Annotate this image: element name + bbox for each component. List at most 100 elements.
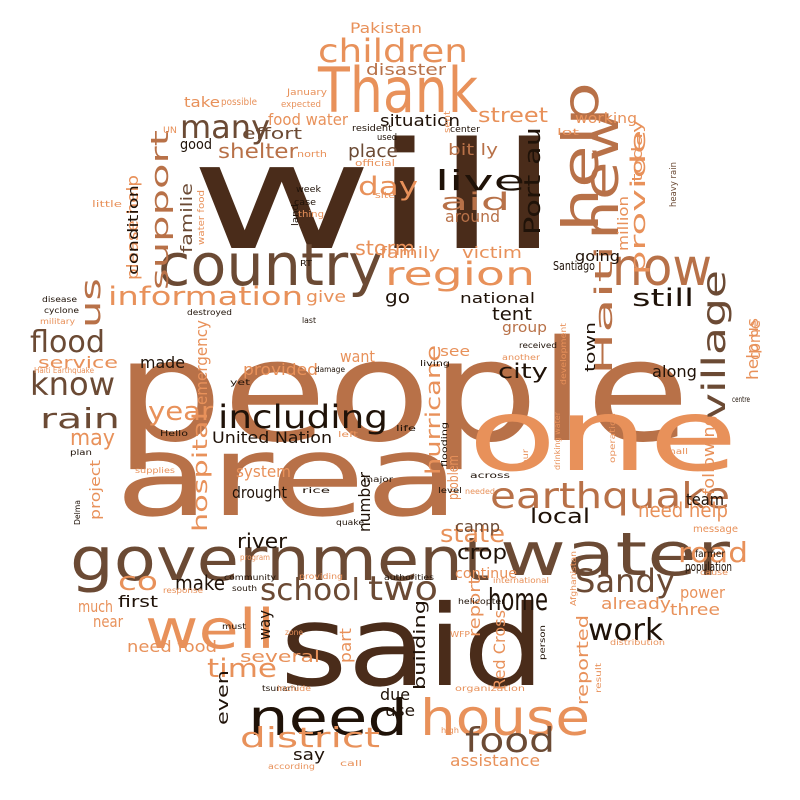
word-food: food [465,721,555,761]
word-santiago: Santiago [553,259,595,273]
word-thank: Thank [317,54,478,127]
word-water-food: water food [197,190,207,245]
word-red-cross: Red Cross [490,610,509,690]
word-street: street [478,103,548,127]
word-village: village [695,270,733,420]
word-heavy-rain: heavy rain [669,162,679,207]
word-official: official [355,159,395,169]
word-report: report [465,577,484,637]
word-cause: cause [700,568,728,577]
word-quake: quake [336,518,364,527]
word-situation: situation [380,111,460,130]
word-said: said [280,582,545,712]
word-last: last [302,316,316,325]
word-people: people [115,311,690,474]
word-message: message [693,524,738,535]
word-region: region [385,255,535,293]
word-authorities: authorities [384,573,434,582]
word-three: three [670,600,720,619]
word-still: still [632,284,694,312]
word-project: project [88,459,104,520]
word-un: UN [163,126,177,136]
word-expected: expected [281,100,321,110]
word-children: children [318,32,468,70]
word-much: much [78,597,113,616]
word-town: town [583,322,599,372]
word-working: working [575,111,637,127]
word-several: several [240,647,320,666]
word-january: January [286,88,328,98]
word-pakistan: Pakistan [350,21,422,37]
word-take: take [184,95,220,111]
word-come: come [745,320,764,360]
word-call: call [340,759,362,768]
word-needed: needed [465,487,495,496]
word-building: building [410,600,429,690]
word-small: small [660,447,688,456]
word-cyclone: cyclone [44,306,79,315]
word-farmer: farmer [695,549,726,560]
word-even: even [213,670,232,725]
word-hurricane: hurricane [421,345,445,475]
word-know: know [30,365,115,403]
word-afghanistan: Afghanistan [569,551,578,606]
word-good: good [180,137,212,153]
word-help-us: help us [743,318,762,380]
word-shelter: shelter [218,139,299,163]
word-according: according [268,762,315,771]
word-development: development [559,323,568,385]
word-hello: Hello [160,429,188,438]
word-river: river [237,529,288,553]
word-see: see [440,344,470,360]
word-already: already [601,594,671,613]
word-following: following [699,415,718,495]
word-city: city [498,359,548,383]
word-include: include [277,684,311,693]
word-plan: plan [70,448,92,457]
word-flooding: flooding [440,422,449,467]
word-providing: providing [299,572,343,581]
word-reported: reported [573,615,592,705]
word-population: population [685,560,732,574]
word-organization: organization [455,684,525,693]
word-disease: disease [42,295,77,304]
word-food-water: food water [268,110,348,129]
word-helicopter: helicopter [458,597,506,606]
word-sent: sent [443,110,453,133]
word-distribution: distribution [610,638,665,647]
word-today: today [630,120,646,182]
word-international: international [493,576,549,585]
word-give: give [306,287,346,306]
word-familie: familie [177,183,196,253]
word-camp: camp [455,517,500,536]
word-place: place [348,141,398,162]
word-haiti: Haiti [590,245,618,375]
word-provided: provided [243,360,318,379]
word-land: land [291,204,301,226]
word-many: many [180,108,270,146]
word-victim: victim [462,243,522,262]
word-problem: problem [446,455,462,500]
word-disaster: disaster [366,60,447,79]
word-rain: rain [40,402,120,435]
word-center: center [450,125,480,135]
word-school: school [260,573,360,608]
word-new: new [574,110,630,240]
word-drought: drought [232,483,287,502]
word-continue: continue [455,566,517,582]
word-support: support [146,130,174,290]
word-damage: damage [315,365,345,374]
word-part: part [336,628,355,663]
word-home: home [488,583,548,618]
word-haiti-earthquake: Haiti Earthquake [34,366,94,375]
word-week: week [296,185,322,195]
word-delma: Delma [73,500,82,525]
word-make: make [175,571,225,595]
word-life: life [396,424,416,433]
word-first: first [118,592,158,611]
word-result: result [594,663,603,693]
word-work: work [588,613,664,648]
word-service: service [38,353,118,372]
